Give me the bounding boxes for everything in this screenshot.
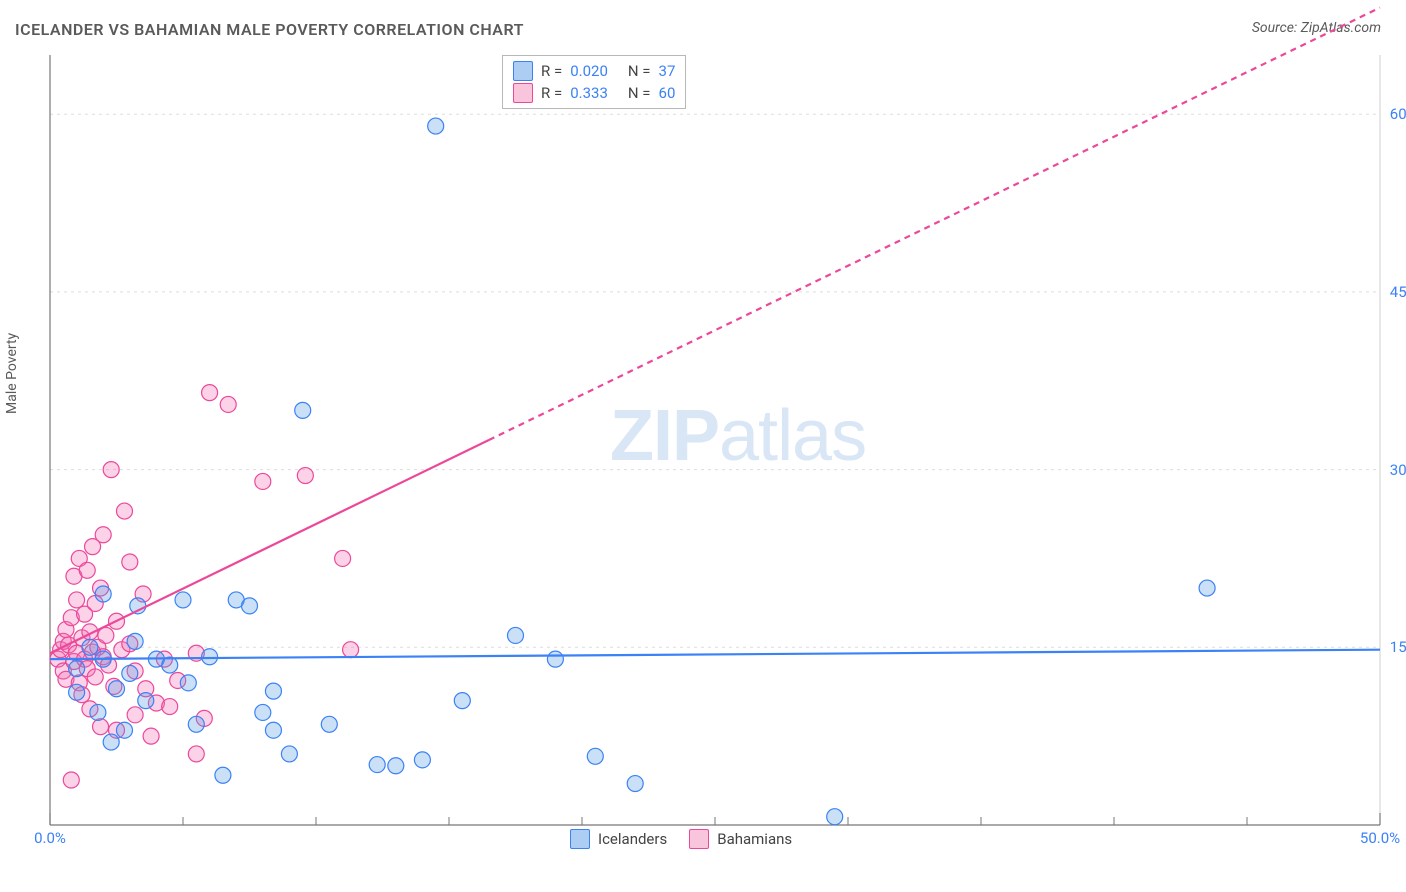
data-point (143, 728, 159, 744)
correlation-legend: R = 0.020 N = 37 R = 0.333 N = 60 (502, 55, 686, 109)
data-point (127, 707, 143, 723)
data-point (162, 657, 178, 673)
data-point (255, 704, 271, 720)
data-point (90, 704, 106, 720)
data-point (428, 118, 444, 134)
data-point (109, 681, 125, 697)
data-point (202, 385, 218, 401)
x-tick-label: 50.0% (1360, 829, 1400, 847)
y-tick-label: 45.0% (1385, 283, 1406, 301)
chart-title: ICELANDER VS BAHAMIAN MALE POVERTY CORRE… (15, 20, 524, 39)
legend-swatch (513, 61, 533, 81)
legend-swatch (689, 829, 709, 849)
plot-area: ZIPatlas 15.0%30.0%45.0%60.0% 0.0%50.0% … (50, 55, 1380, 825)
series-legend-label: Bahamians (717, 830, 792, 848)
data-point (414, 752, 430, 768)
data-point (87, 669, 103, 685)
data-point (116, 722, 132, 738)
data-point (138, 693, 154, 709)
source-label: Source: ZipAtlas.com (1252, 20, 1381, 36)
y-axis-label: Male Poverty (4, 333, 20, 414)
data-point (95, 527, 111, 543)
series-legend-item: Bahamians (689, 829, 792, 849)
legend-swatch (570, 829, 590, 849)
data-point (297, 468, 313, 484)
data-point (69, 592, 85, 608)
data-point (242, 598, 258, 614)
data-point (63, 772, 79, 788)
r-label: R = (541, 84, 562, 102)
data-point (122, 665, 138, 681)
y-tick-label: 60.0% (1385, 105, 1406, 123)
data-point (343, 642, 359, 658)
data-point (202, 649, 218, 665)
data-point (369, 757, 385, 773)
scatter-svg (50, 55, 1380, 825)
data-point (180, 675, 196, 691)
data-point (175, 592, 191, 608)
correlation-legend-row: R = 0.020 N = 37 (513, 60, 675, 82)
data-point (281, 746, 297, 762)
data-point (93, 719, 109, 735)
data-point (95, 586, 111, 602)
data-point (827, 809, 843, 825)
data-point (265, 722, 281, 738)
y-tick-label: 30.0% (1385, 461, 1406, 479)
data-point (255, 473, 271, 489)
data-point (188, 746, 204, 762)
n-value: 37 (659, 62, 676, 80)
data-point (103, 734, 119, 750)
data-point (215, 767, 231, 783)
data-point (69, 684, 85, 700)
data-point (82, 639, 98, 655)
data-point (321, 716, 337, 732)
r-value: 0.020 (570, 62, 608, 80)
r-value: 0.333 (570, 84, 608, 102)
data-point (122, 554, 138, 570)
data-point (220, 396, 236, 412)
n-value: 60 (659, 84, 676, 102)
x-tick-label: 0.0% (34, 829, 66, 847)
legend-swatch (513, 83, 533, 103)
data-point (116, 503, 132, 519)
series-legend: Icelanders Bahamians (570, 829, 792, 849)
data-point (454, 693, 470, 709)
data-point (1199, 580, 1215, 596)
data-point (265, 683, 281, 699)
data-point (547, 651, 563, 667)
data-point (388, 758, 404, 774)
data-point (587, 748, 603, 764)
y-tick-label: 15.0% (1385, 638, 1406, 656)
n-label: N = (628, 62, 651, 80)
data-point (162, 699, 178, 715)
correlation-legend-row: R = 0.333 N = 60 (513, 82, 675, 104)
data-point (508, 627, 524, 643)
data-point (335, 550, 351, 566)
r-label: R = (541, 62, 562, 80)
series-legend-label: Icelanders (598, 830, 667, 848)
data-point (295, 402, 311, 418)
data-point (79, 562, 95, 578)
data-point (188, 716, 204, 732)
data-point (627, 776, 643, 792)
n-label: N = (628, 84, 651, 102)
chart-container: ICELANDER VS BAHAMIAN MALE POVERTY CORRE… (0, 0, 1406, 892)
data-point (127, 633, 143, 649)
data-point (103, 462, 119, 478)
data-point (69, 661, 85, 677)
series-legend-item: Icelanders (570, 829, 667, 849)
